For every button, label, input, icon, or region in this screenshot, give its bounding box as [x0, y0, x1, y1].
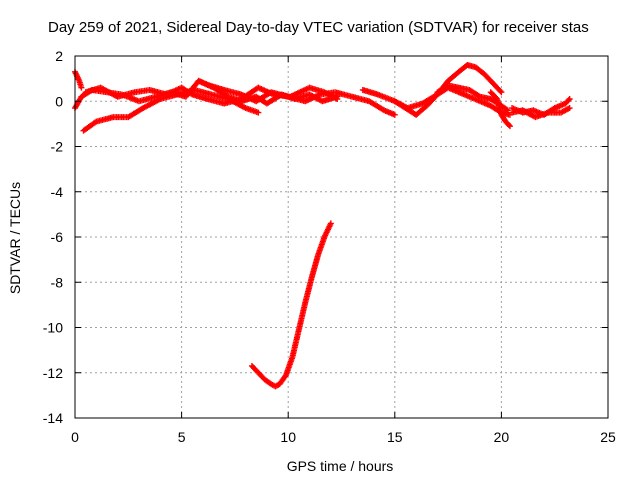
data-point [391, 111, 398, 118]
x-tick-label: 0 [71, 429, 79, 445]
series-trace-e [72, 68, 85, 91]
data-point [566, 105, 573, 112]
series-trace-l [248, 220, 334, 390]
data-point [498, 89, 505, 96]
data-point [503, 106, 510, 113]
data-points [72, 62, 573, 390]
data-point [565, 97, 572, 104]
series-trace-h [434, 82, 511, 114]
tick-labels: 0 5 10 15 20 25 -14 -12 -10 -8 -6 -4 -2 0 2 [43, 48, 616, 445]
series-trace-k [509, 105, 573, 121]
y-tick-label: -10 [43, 320, 63, 336]
data-point [334, 93, 341, 100]
y-tick-label: 0 [55, 93, 63, 109]
y-tick-label: 2 [55, 48, 63, 64]
data-point [497, 88, 504, 95]
y-axis-label: SDTVAR / TECUs [7, 182, 23, 294]
data-point [327, 220, 334, 227]
plot-frame [74, 55, 609, 419]
series-trace-i [487, 89, 513, 130]
y-tick-label: -2 [51, 139, 64, 155]
x-tick-label: 25 [600, 429, 616, 445]
data-point [505, 122, 512, 129]
x-tick-label: 10 [280, 429, 296, 445]
y-tick-label: -12 [43, 365, 63, 381]
x-tick-label: 15 [387, 429, 403, 445]
data-point [566, 95, 573, 102]
y-tick-label: -14 [43, 410, 63, 426]
x-axis-label: GPS time / hours [287, 458, 394, 474]
y-tick-label: -4 [51, 184, 64, 200]
data-point [78, 84, 85, 91]
chart-title: Day 259 of 2021, Sidereal Day-to-day VTE… [48, 19, 589, 36]
series-trace-c [80, 86, 262, 134]
y-tick-label: -8 [51, 274, 64, 290]
y-tick-label: -6 [51, 229, 64, 245]
x-tick-label: 20 [494, 429, 510, 445]
x-tick-label: 5 [178, 429, 186, 445]
series-trace-d [195, 77, 341, 107]
data-point [506, 123, 513, 130]
data-point [255, 109, 262, 116]
data-point [504, 107, 511, 114]
